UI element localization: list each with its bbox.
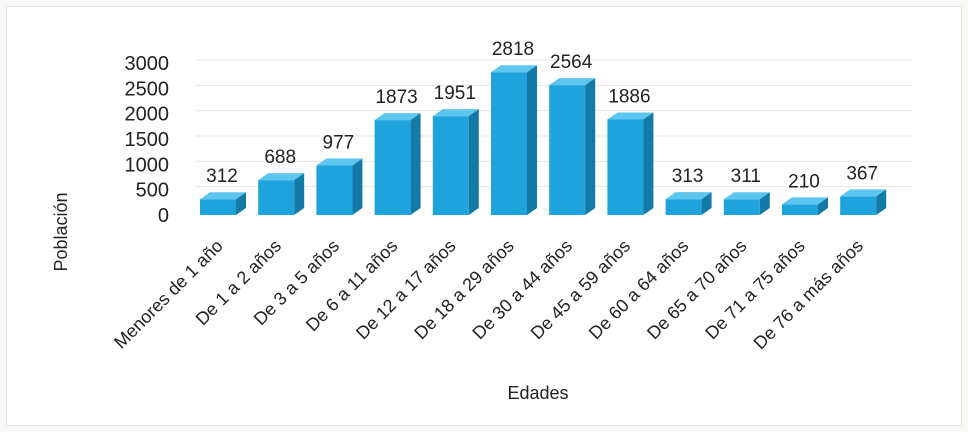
y-tick-label: 500 [136,180,169,202]
value-label: 2564 [550,52,593,73]
bar-side [759,192,770,215]
bar-side [410,113,421,215]
bar-front [549,85,586,215]
x-axis-title: Edades [507,383,568,403]
bar [258,173,305,215]
value-label: 688 [264,147,296,168]
category-label: De 45 a 59 años [527,236,635,344]
category-label: De 76 a más años [750,236,867,353]
bar [665,192,712,215]
bar-side [585,78,596,215]
y-tick-label: 2000 [125,104,170,126]
bar-top [432,109,479,117]
value-label: 1886 [608,86,650,107]
bar-side [876,189,887,215]
bar-front [665,199,702,215]
bar-front [840,196,877,215]
value-label: 2818 [492,39,534,60]
bar [374,113,421,215]
value-label: 977 [323,132,355,153]
bar [840,189,887,215]
category-label: De 12 a 17 años [352,236,460,344]
y-tick-label: 3000 [125,53,170,75]
bar-side [701,192,712,215]
bar-front [782,204,818,215]
bars [200,65,887,215]
chart-frame: 0 500 1000 1500 2000 2500 3000 312 688 977 1873 19… [6,6,962,426]
bar [491,65,537,215]
value-label: 313 [672,166,704,187]
value-label: 367 [846,163,878,184]
category-label: De 65 a 70 años [643,236,751,344]
bar [200,192,246,215]
value-label: 311 [731,166,761,187]
bar-front [258,180,295,215]
bar-top [782,197,828,205]
value-labels: 312 688 977 1873 1951 2818 2564 1886 313 311 210 36… [206,39,878,192]
y-tick-label: 1500 [125,129,170,151]
bar-side [352,158,363,215]
bar-front [200,199,236,215]
bar-chart: 0 500 1000 1500 2000 2500 3000 312 688 977 1873 19… [51,39,912,403]
value-label: 1873 [375,87,417,108]
bar [723,192,770,215]
y-tick-label: 1000 [125,154,170,176]
bar-top [840,189,887,197]
bar [607,112,654,215]
bar-front [374,120,411,215]
bar [432,109,479,215]
bar-front [432,116,469,215]
value-label: 1951 [434,83,476,104]
bar-side [294,173,305,215]
y-axis-title: Población [51,192,71,271]
bar-top [549,78,596,86]
category-label: De 60 a 64 años [585,236,693,344]
category-label: De 71 a 75 años [701,236,809,344]
bar-side [818,197,828,215]
y-tick-label: 2500 [125,78,170,100]
bar-top [200,192,246,200]
bar [549,78,596,215]
bar [782,197,828,215]
bar-front [491,72,527,215]
bar-side [527,65,537,215]
bar-top [316,158,363,166]
value-label: 312 [206,166,238,187]
value-label: 210 [788,171,820,192]
bar-top [607,112,654,120]
category-label: De 18 a 29 años [410,236,518,344]
category-label: Menores de 1 año [110,236,227,353]
y-tick-label: 0 [158,205,169,227]
bar-side [468,109,479,215]
category-label: De 30 a 44 años [468,236,576,344]
bar-side [236,192,246,215]
bar-front [316,165,353,215]
bar-top [665,192,712,200]
bar-top [258,173,305,181]
y-axis-ticks: 0 500 1000 1500 2000 2500 3000 [125,53,170,227]
bar-top [723,192,770,200]
bar-side [643,112,654,215]
bar-front [723,199,760,215]
bar-top [374,113,421,121]
bar-front [607,119,644,215]
bar [316,158,363,215]
bar-top [491,65,537,73]
